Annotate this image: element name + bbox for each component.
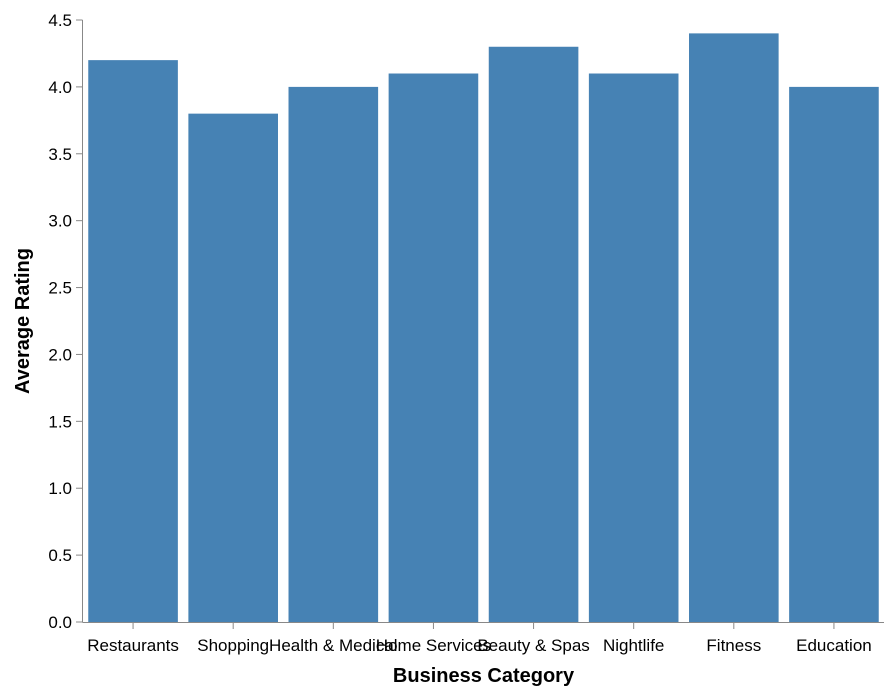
x-axis: Restaurants Shopping Health & MedicalHome …	[82, 622, 884, 655]
x-tick-label: Fitness	[706, 636, 761, 655]
y-tick-label: 1.0	[48, 479, 72, 498]
y-tick-label: 4.5	[48, 11, 72, 30]
x-tick-label: Beauty & Spas	[477, 636, 589, 655]
y-tick-label: 3.0	[48, 212, 72, 231]
y-tick-label: 1.5	[48, 412, 72, 431]
x-tick-label: Health & Medical	[269, 636, 398, 655]
y-axis: 0.0 0.5 1.0 1.5 2.0 2.5 3.0 3.5 4.0 4.5	[48, 11, 83, 632]
bars-layer	[88, 33, 879, 622]
x-axis-title: Business Category	[393, 665, 575, 687]
y-axis-title: Average Rating	[12, 248, 34, 394]
x-tick-label: Home Services	[376, 636, 491, 655]
bar-fitness	[689, 33, 779, 622]
x-tick-label: Nightlife	[603, 636, 664, 655]
y-tick-label: 2.0	[48, 345, 72, 364]
bar-health-medical	[288, 86, 379, 622]
bar-beauty-spas	[488, 46, 579, 622]
y-tick-label: 0.5	[48, 546, 72, 565]
y-tick-label: 2.5	[48, 279, 72, 298]
y-tick-label: 4.0	[48, 78, 72, 97]
y-tick-label: 3.5	[48, 145, 72, 164]
y-tick-label: 0.0	[48, 613, 72, 632]
x-tick-label: Shopping	[197, 636, 269, 655]
x-tick-label: Education	[796, 636, 872, 655]
bar-shopping	[188, 113, 278, 622]
bar-education	[789, 86, 879, 622]
bar-restaurants	[88, 60, 178, 622]
bar-home-services	[388, 73, 479, 622]
x-tick-label: Restaurants	[87, 636, 179, 655]
bar-nightlife	[588, 73, 679, 622]
